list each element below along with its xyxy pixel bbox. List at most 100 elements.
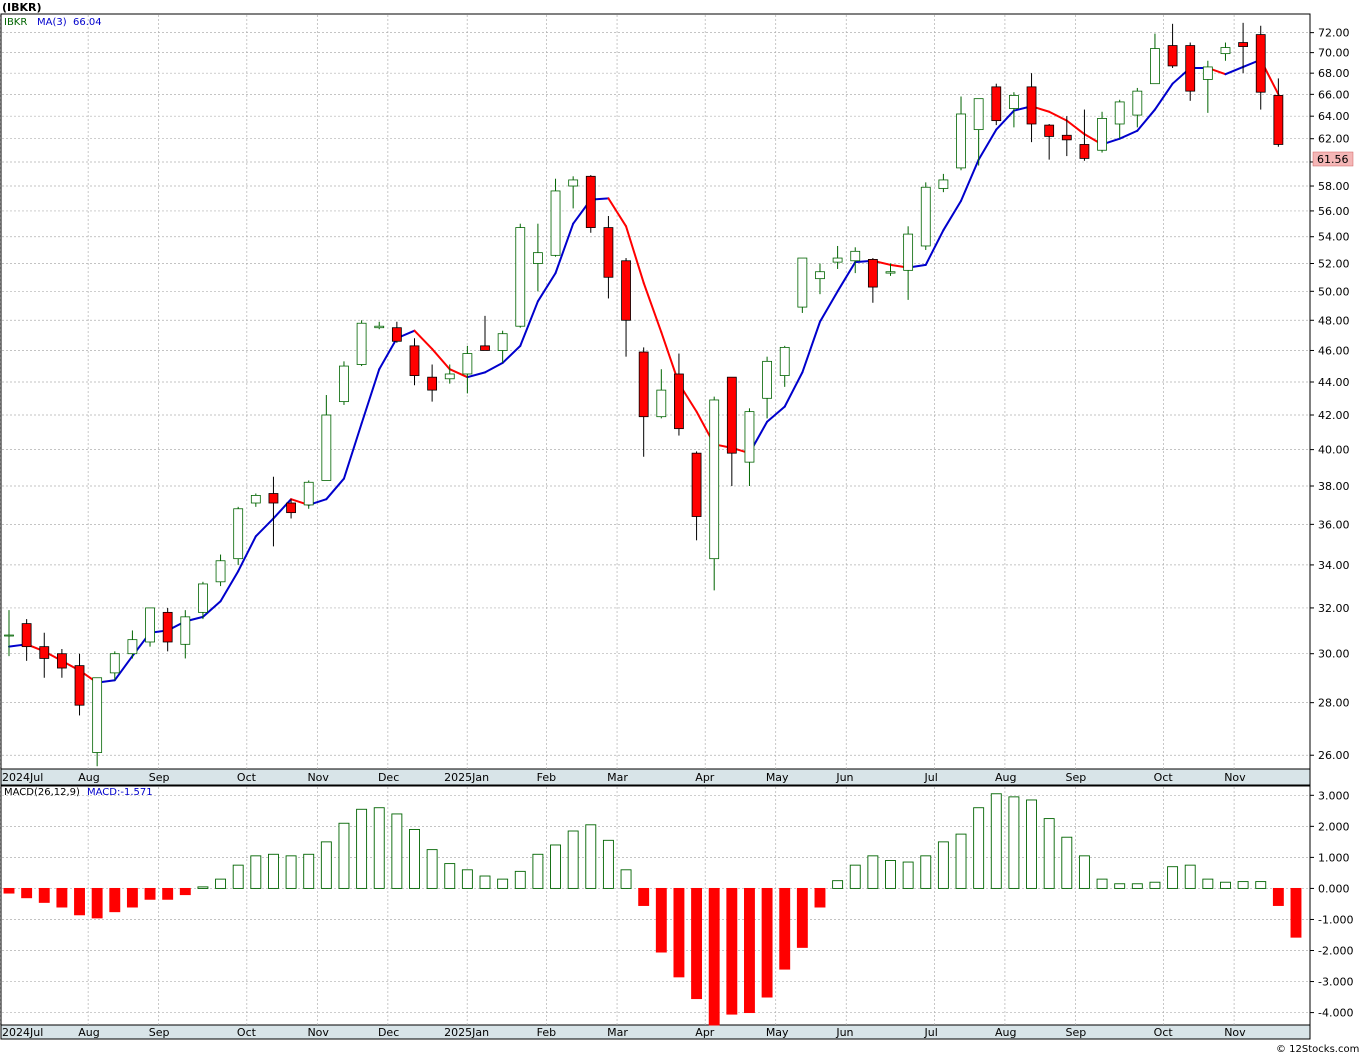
ma3-segment	[201, 600, 222, 618]
candle	[1097, 111, 1107, 153]
ma3-segment	[113, 655, 134, 682]
candle	[815, 263, 825, 295]
macd-label: MACD(26,12,9)	[4, 787, 80, 798]
candle-body	[339, 365, 349, 403]
macd-tick-label: -1.000	[1318, 913, 1353, 926]
macd-bar	[444, 863, 456, 889]
candle-body	[515, 227, 526, 327]
candle-body	[1220, 47, 1231, 55]
candle	[515, 223, 526, 328]
price-tick-label: 34.00	[1318, 559, 1350, 572]
macd-bar	[691, 887, 703, 1000]
candle	[779, 345, 790, 387]
candle-body	[726, 376, 737, 454]
candle-body	[1202, 66, 1213, 80]
candle-body	[885, 271, 896, 274]
price-tick-label: 66.00	[1318, 88, 1350, 101]
candle	[797, 257, 808, 313]
candle-body	[4, 634, 14, 637]
price-tick-label: 30.00	[1318, 648, 1350, 661]
candle-body	[779, 346, 790, 376]
price-x-axis: 2024Jul Aug Sep Oct Nov Dec 2025Jan Feb Mar Apr Ma…	[2, 771, 1246, 784]
macd-bar	[1184, 864, 1196, 889]
ma3-segment	[836, 261, 857, 293]
macd-bar	[1290, 887, 1302, 938]
candle	[1079, 109, 1090, 161]
macd-bar	[937, 841, 949, 889]
last-price-tag-bg	[1312, 151, 1354, 167]
macd-tick-label: 0.000	[1318, 882, 1350, 895]
price-tick-label: 36.00	[1318, 518, 1350, 531]
macd-bar	[814, 887, 826, 908]
candle-body	[1238, 42, 1248, 47]
ma3-segment	[431, 347, 451, 371]
ma3-segment	[960, 158, 980, 202]
candle	[850, 247, 861, 274]
candle-body	[444, 373, 455, 380]
macd-bar	[497, 878, 509, 889]
last-price-tag: 61.56	[1317, 153, 1349, 166]
macd-y-axis: 3.000 2.000 1.000 0.000 -1.000 -2.000 -3.000 -4…	[1310, 789, 1353, 1020]
macd-month-label: Oct	[1154, 1026, 1174, 1039]
macd-bar	[1237, 881, 1249, 889]
ma3-segment	[554, 222, 575, 275]
candle-body	[832, 257, 843, 263]
macd-bar	[409, 829, 420, 889]
candle-body	[233, 508, 244, 560]
candle-body	[1132, 90, 1143, 116]
candle	[603, 216, 614, 299]
macd-bar	[74, 887, 85, 916]
candle	[1220, 42, 1231, 61]
macd-bar	[514, 870, 526, 889]
candle	[585, 175, 596, 233]
macd-tick-label: 3.000	[1318, 789, 1350, 802]
price-month-label: Sep	[149, 771, 170, 784]
macd-month-label: Sep	[149, 1026, 170, 1039]
ma3-segment	[536, 272, 557, 303]
macd-bar	[3, 887, 15, 894]
candle	[391, 321, 402, 343]
candle-body	[56, 653, 67, 669]
macd-month-label: 2025Jan	[444, 1026, 489, 1039]
candle-body	[991, 86, 1002, 122]
macd-month-label: Nov	[1224, 1026, 1246, 1039]
macd-bar	[109, 887, 121, 913]
candle-body	[21, 623, 32, 648]
candle	[1114, 99, 1125, 139]
candle	[1238, 22, 1248, 74]
macd-month-label: Aug	[995, 1026, 1016, 1039]
ma3-segment	[818, 290, 839, 323]
macd-month-label: Mar	[607, 1026, 628, 1039]
macd-month-label: Dec	[378, 1026, 399, 1039]
candle-body	[1255, 34, 1266, 93]
price-series-label: IBKR	[4, 17, 27, 28]
candle-body	[74, 665, 85, 706]
candle	[621, 258, 631, 357]
candle	[356, 320, 367, 367]
candle-body	[215, 560, 226, 583]
candle-body	[1273, 95, 1284, 145]
macd-bar	[338, 822, 350, 889]
price-panel-frame	[0, 13, 1311, 786]
candle	[250, 493, 261, 507]
candle-body	[109, 653, 120, 674]
candle-body	[762, 360, 772, 399]
candle	[39, 632, 50, 678]
macd-month-label: Jun	[835, 1026, 853, 1039]
macd-bar	[1272, 887, 1284, 906]
macd-bar	[990, 793, 1002, 889]
macd-month-label: 2024Jul	[2, 1026, 43, 1039]
candle	[56, 648, 67, 678]
candle-body	[638, 351, 649, 418]
macd-month-label: Jul	[923, 1026, 937, 1039]
price-month-label: Oct	[237, 771, 257, 784]
macd-bar	[356, 808, 368, 889]
candle	[1132, 87, 1143, 128]
macd-bar	[21, 887, 33, 899]
macd-bar	[197, 886, 209, 889]
ma3-segment	[272, 498, 293, 520]
macd-bar	[779, 887, 791, 970]
price-tick-label: 62.00	[1318, 133, 1350, 146]
candle	[1167, 23, 1178, 68]
candle	[1150, 33, 1160, 85]
